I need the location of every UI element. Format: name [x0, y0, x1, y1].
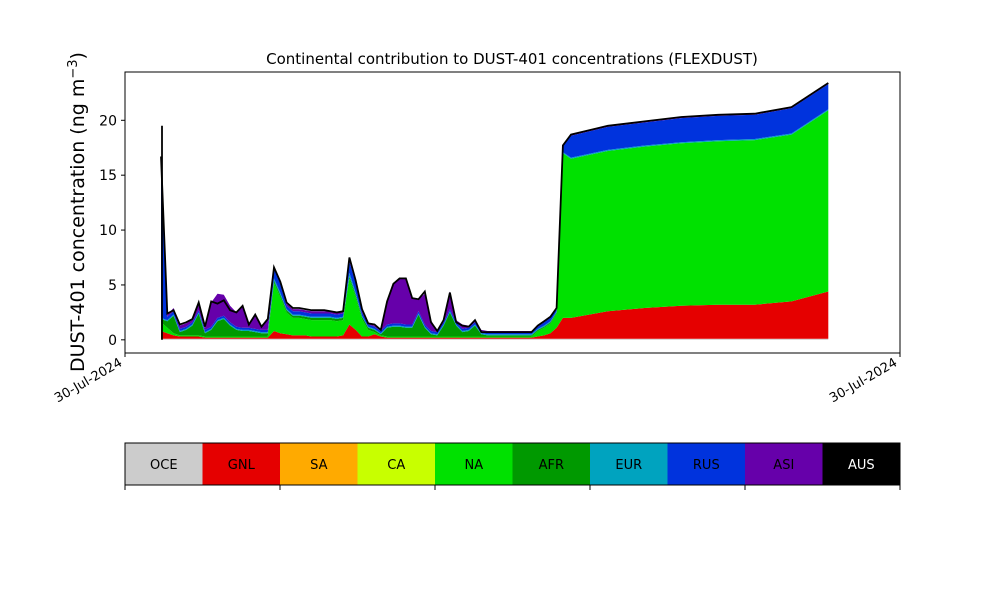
legend-label-rus: RUS — [693, 458, 720, 473]
legend-swatch-na — [435, 443, 513, 485]
legend-swatch-eur — [590, 443, 668, 485]
legend-swatch-rus — [667, 443, 745, 485]
y-tick-label: 5 — [108, 278, 117, 294]
legend-swatch-sa — [280, 443, 358, 485]
y-tick-label: 0 — [108, 333, 117, 349]
legend-colorbar: OCE GNL SA CA NA AFR EUR RUS ASI AUS — [124, 442, 901, 490]
total-line — [160, 82, 829, 333]
legend-frame — [124, 442, 901, 486]
plot-area — [160, 82, 829, 340]
area-oce — [161, 338, 829, 340]
area-gnl — [161, 291, 829, 339]
legend-label-gnl: GNL — [228, 458, 256, 473]
x-axis: 30-Jul-2024 30-Jul-2024 — [52, 353, 901, 406]
y-axis-label: DUST-401 concentration (ng m−3) — [66, 52, 90, 372]
legend-swatch-asi — [745, 443, 823, 485]
plot-frame — [124, 71, 901, 354]
legend-swatch-aus — [822, 443, 900, 485]
legend-label-ca: CA — [387, 458, 405, 473]
legend-swatch-oce — [125, 443, 203, 485]
legend-label-aus: AUS — [848, 458, 875, 473]
legend-label-eur: EUR — [615, 458, 642, 473]
y-axis-label-end: ) — [67, 52, 89, 59]
legend-label-sa: SA — [310, 458, 327, 473]
legend-label-na: NA — [464, 458, 483, 473]
area-na — [161, 110, 829, 338]
y-axis-label-sup: −3 — [66, 59, 81, 78]
y-axis: 0 5 10 15 20 — [99, 113, 125, 349]
x-tick-label: 30-Jul-2024 — [827, 355, 900, 406]
legend-swatch-afr — [512, 443, 590, 485]
legend-label-asi: ASI — [773, 458, 794, 473]
y-tick-label: 10 — [99, 223, 117, 239]
legend-swatch-ca — [357, 443, 435, 485]
legend-label-oce: OCE — [150, 458, 178, 473]
legend-swatch-gnl — [202, 443, 280, 485]
y-tick-label: 15 — [99, 168, 117, 184]
y-tick-label: 20 — [99, 113, 117, 129]
chart-title: Continental contribution to DUST-401 con… — [266, 50, 758, 68]
y-axis-label-main: DUST-401 concentration (ng m — [67, 79, 89, 372]
legend-label-afr: AFR — [539, 458, 564, 473]
